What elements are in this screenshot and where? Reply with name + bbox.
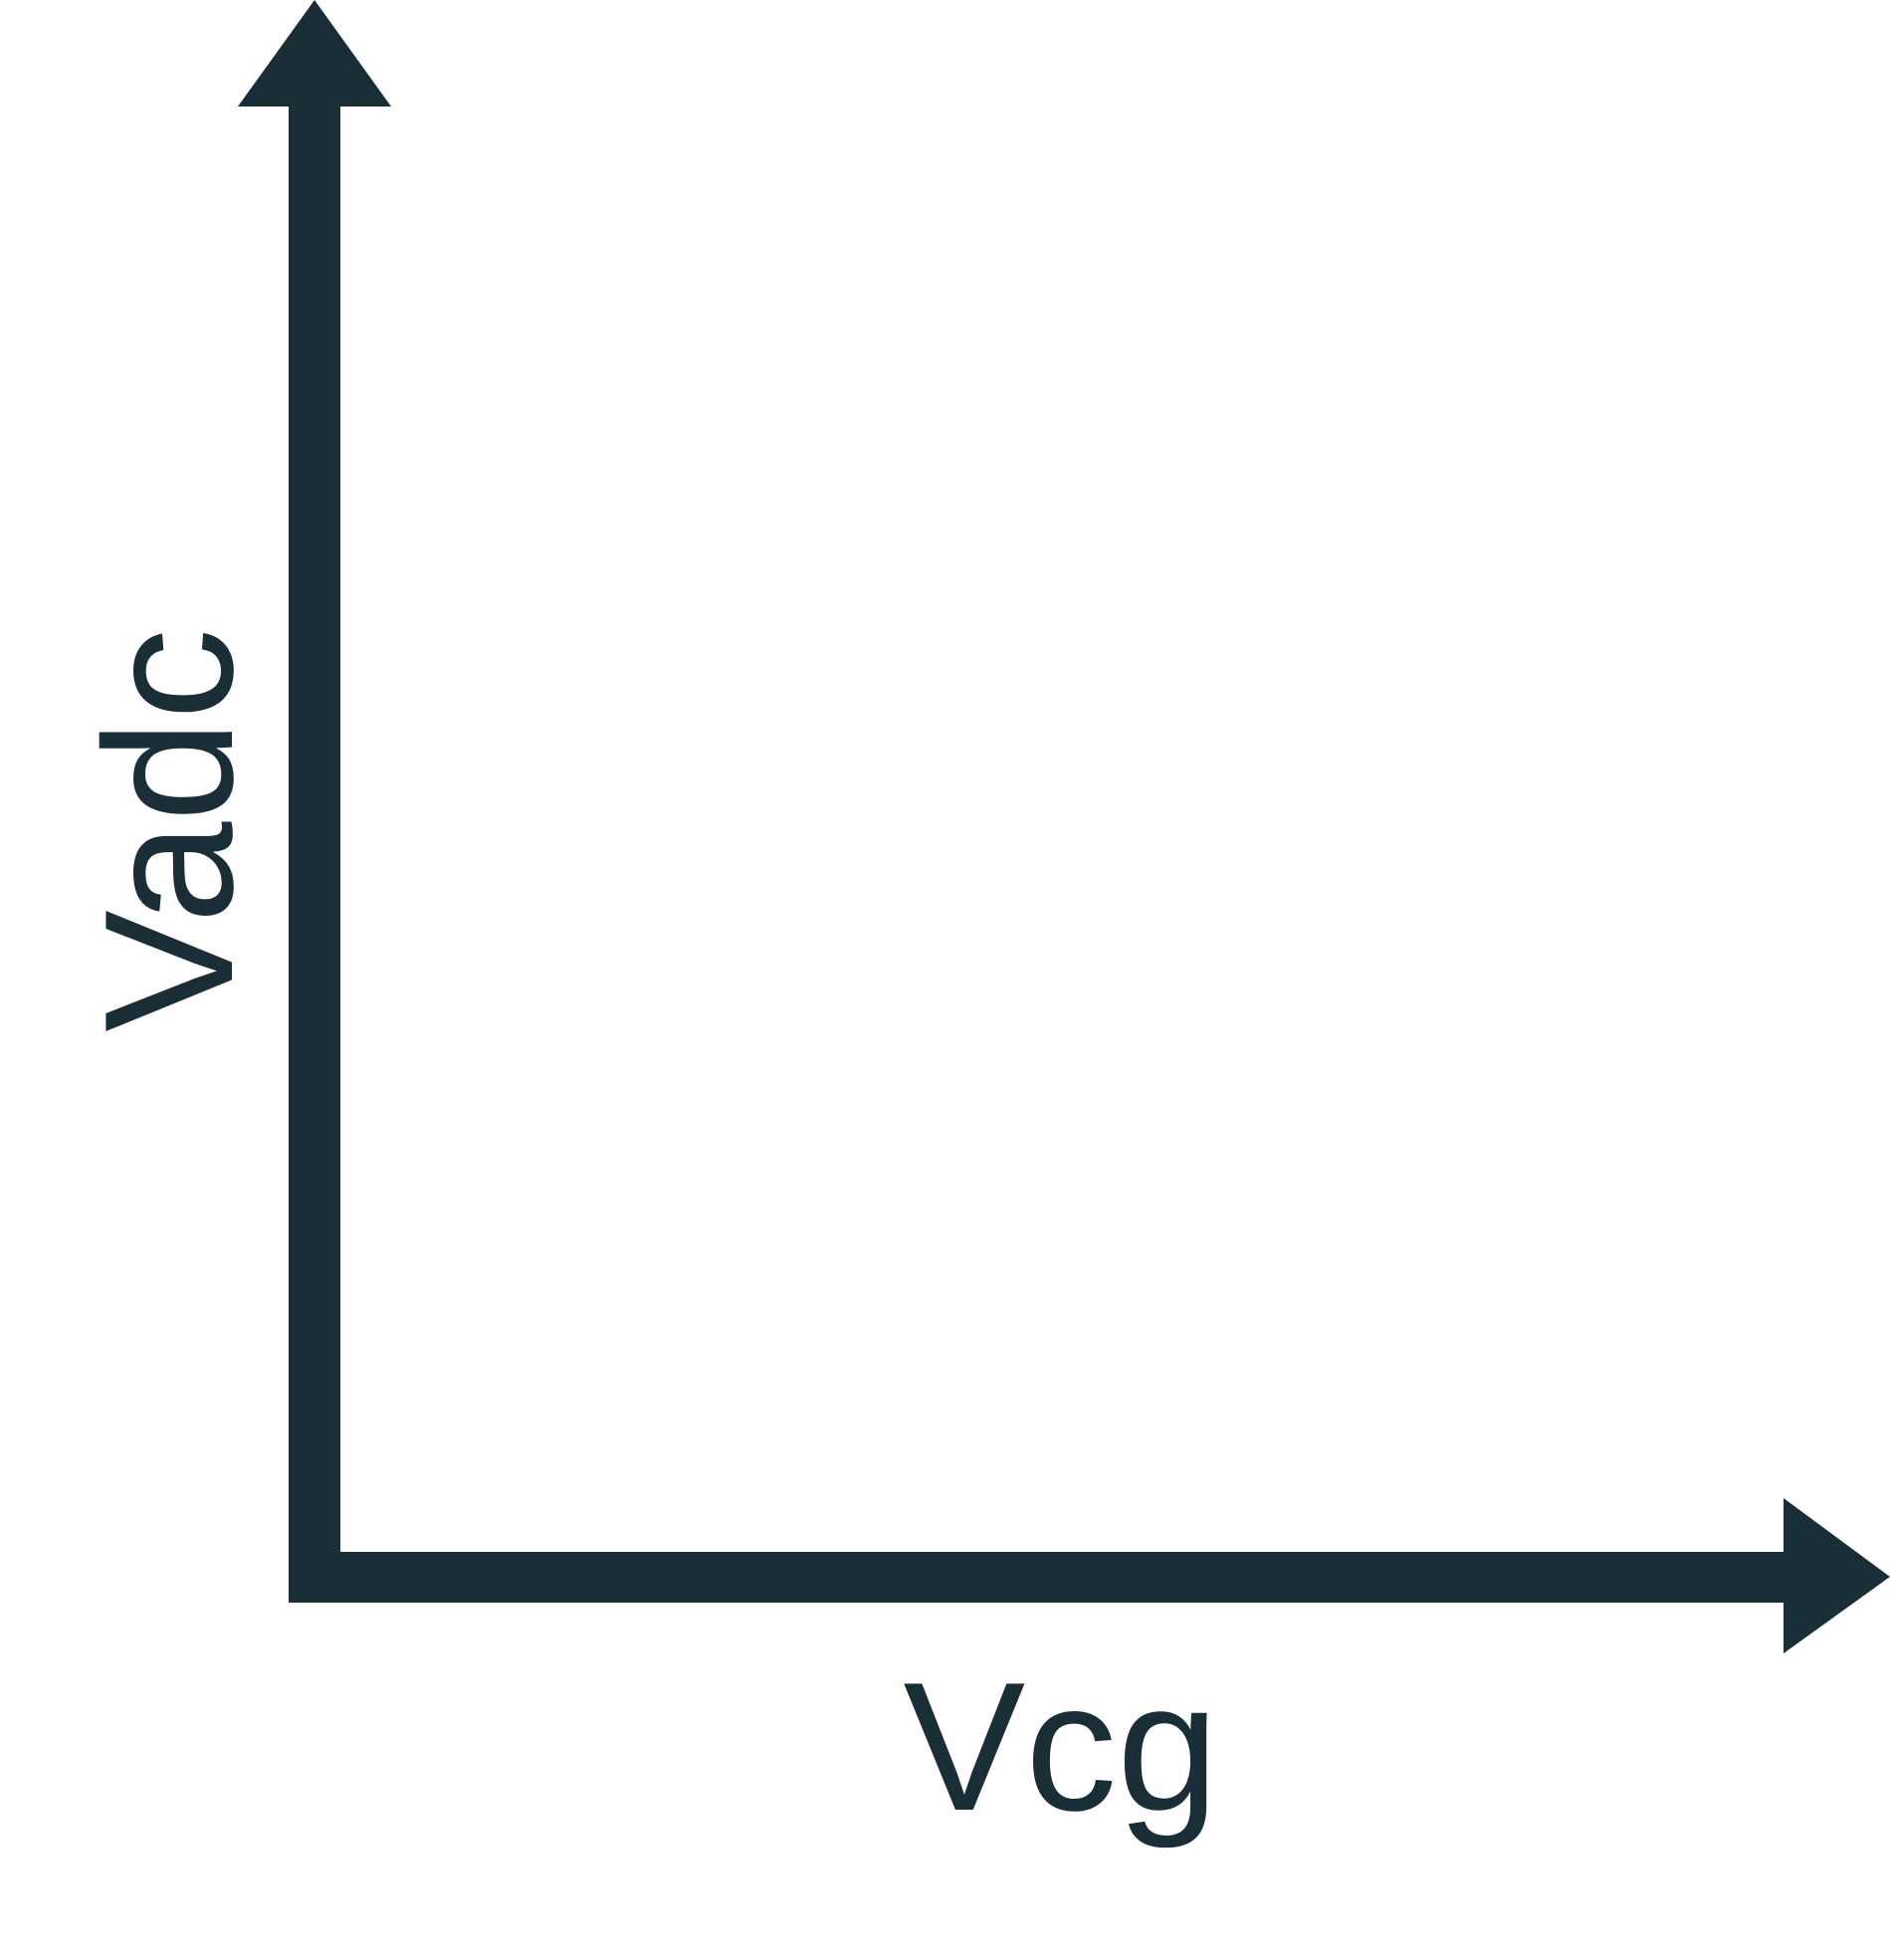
- x-axis-label: Vcg: [903, 1643, 1218, 1849]
- x-axis-line: [289, 1552, 1786, 1603]
- x-axis-arrowhead: [1784, 1498, 1890, 1653]
- y-axis-line: [289, 105, 340, 1603]
- y-axis-label: Vadc: [66, 628, 271, 1032]
- y-axis-arrowhead: [238, 0, 391, 107]
